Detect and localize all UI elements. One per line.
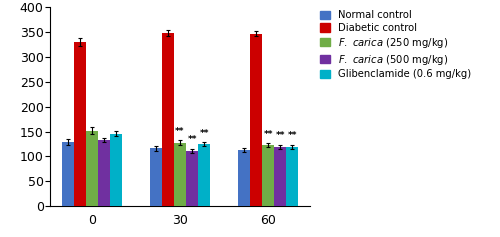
Bar [274, 147, 286, 206]
Text: **: ** [288, 132, 297, 141]
Bar [250, 34, 262, 206]
Bar [86, 131, 98, 206]
Text: **: ** [276, 132, 285, 141]
Bar [110, 133, 122, 206]
Legend: Normal control, Diabetic control, $\it{F.\ carica}$ (250 mg/kg), $\it{F.\ carica: Normal control, Diabetic control, $\it{F… [318, 8, 472, 81]
Text: **: ** [200, 128, 209, 137]
Bar [238, 150, 250, 206]
Text: **: ** [175, 127, 184, 136]
Bar [74, 42, 86, 206]
Bar [286, 147, 298, 206]
Text: **: ** [188, 135, 197, 144]
Text: **: ** [264, 129, 273, 138]
Bar [150, 148, 162, 206]
Bar [198, 145, 210, 206]
Bar [62, 142, 74, 206]
Bar [174, 143, 186, 206]
Bar [98, 140, 110, 206]
Bar [186, 151, 198, 206]
Bar [262, 146, 274, 206]
Bar [162, 33, 174, 206]
